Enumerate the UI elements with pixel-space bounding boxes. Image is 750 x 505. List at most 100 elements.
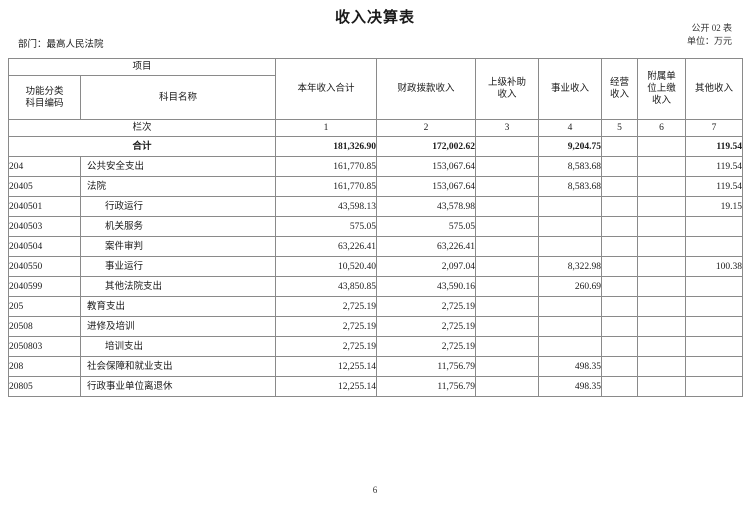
total-row-value-1: 181,326.90 — [275, 136, 378, 157]
row-subject-name: 机关服务 — [79, 216, 277, 237]
header-col-2: 财政拨款收入 — [376, 58, 477, 120]
row-value-5 — [601, 236, 639, 257]
row-value-7: 19.15 — [685, 196, 744, 217]
lanci-col-7: 7 — [685, 119, 744, 137]
lanci-col-4: 4 — [538, 119, 603, 137]
row-value-2: 2,725.19 — [376, 336, 477, 357]
row-value-6 — [637, 276, 687, 297]
total-row-value-2: 172,002.62 — [376, 136, 477, 157]
row-function-code: 2040501 — [8, 196, 81, 217]
header-row-lanci: 栏次 1 2 3 4 5 6 7 — [7, 119, 744, 137]
row-function-code: 20508 — [8, 316, 81, 337]
row-value-6 — [637, 156, 687, 177]
row-value-3 — [475, 236, 540, 257]
total-row-value-5 — [601, 136, 639, 157]
row-value-5 — [601, 316, 639, 337]
row-value-1: 43,850.85 — [275, 276, 378, 297]
table-row-total: 合计 181,326.90 172,002.62 9,204.75 119.54 — [7, 136, 744, 157]
table-row: 20405 法院 161,770.85 153,067.64 8,583.68 119.5… — [8, 176, 744, 197]
row-value-4 — [538, 296, 603, 317]
row-function-code: 208 — [8, 356, 81, 377]
row-value-2: 2,097.04 — [376, 256, 477, 277]
row-value-4: 260.69 — [538, 276, 603, 297]
row-value-3 — [475, 376, 540, 397]
total-row-value-3 — [475, 136, 540, 157]
row-value-2: 43,590.16 — [376, 276, 477, 297]
row-value-5 — [601, 336, 639, 357]
department-line: 部门：最高人民法院 — [18, 40, 104, 50]
row-subject-name: 其他法院支出 — [79, 276, 277, 297]
row-value-1: 161,770.85 — [275, 156, 378, 177]
row-value-3 — [475, 276, 540, 297]
total-row-value-4: 9,204.75 — [538, 136, 603, 157]
row-value-6 — [637, 176, 687, 197]
row-function-code: 2040599 — [8, 276, 81, 297]
header-subject-name: 科目名称 — [79, 75, 277, 120]
row-value-7 — [685, 296, 744, 317]
row-function-code: 204 — [8, 156, 81, 177]
row-value-6 — [637, 256, 687, 277]
header-project-group: 项目 — [7, 58, 277, 76]
row-subject-name: 案件审判 — [79, 236, 277, 257]
row-value-7 — [685, 376, 744, 397]
row-value-2: 11,756.79 — [376, 376, 477, 397]
row-value-5 — [601, 256, 639, 277]
page-title: 收入决算表 — [334, 10, 415, 26]
row-value-4 — [538, 196, 603, 217]
row-function-code: 2050803 — [8, 336, 81, 357]
table-row: 2040599 其他法院支出 43,850.85 43,590.16 260.69 — [8, 276, 744, 297]
row-subject-name: 社会保障和就业支出 — [79, 356, 277, 377]
row-value-6 — [637, 376, 687, 397]
row-value-3 — [475, 216, 540, 237]
header-col-3: 上级补助 收入 — [475, 58, 540, 120]
table-row: 208 社会保障和就业支出 12,255.14 11,756.79 498.35 — [8, 356, 744, 377]
row-value-4: 498.35 — [538, 356, 603, 377]
document-page: 收入决算表 公开 02 表 单位：万元 部门：最高人民法院 项目 本年收入合计 — [0, 8, 750, 505]
row-value-3 — [475, 196, 540, 217]
row-value-1: 2,725.19 — [275, 336, 378, 357]
row-value-1: 2,725.19 — [275, 296, 378, 317]
row-value-2: 63,226.41 — [376, 236, 477, 257]
header-col-4: 事业收入 — [538, 58, 603, 120]
row-value-7: 119.54 — [685, 176, 744, 197]
table-row: 20508 进修及培训 2,725.19 2,725.19 — [8, 316, 744, 337]
lanci-col-3: 3 — [475, 119, 540, 137]
table-row: 2040504 案件审判 63,226.41 63,226.41 — [8, 236, 744, 257]
table-header: 项目 本年收入合计 财政拨款收入 上级补助 收入 事业收入 经营 收入 — [7, 58, 744, 137]
row-value-2: 153,067.64 — [376, 176, 477, 197]
row-value-1: 12,255.14 — [275, 356, 378, 377]
row-value-3 — [475, 256, 540, 277]
unit-note: 单位：万元 — [686, 36, 732, 46]
total-row-value-7: 119.54 — [685, 136, 744, 157]
row-subject-name: 行政事业单位离退休 — [79, 376, 277, 397]
header-col-5: 经营 收入 — [601, 58, 639, 120]
header-col-6: 附属单 位上缴 收入 — [637, 58, 687, 120]
row-value-7 — [685, 216, 744, 237]
table-row: 2040550 事业运行 10,520.40 2,097.04 8,322.98 100.… — [8, 256, 744, 277]
row-value-5 — [601, 296, 639, 317]
table-row: 2040503 机关服务 575.05 575.05 — [8, 216, 744, 237]
row-value-5 — [601, 216, 639, 237]
row-subject-name: 培训支出 — [79, 336, 277, 357]
header-function-code: 功能分类 科目编码 — [8, 75, 81, 120]
row-function-code: 2040503 — [8, 216, 81, 237]
lanci-label: 栏次 — [7, 119, 277, 137]
row-value-4: 8,322.98 — [538, 256, 603, 277]
row-value-6 — [637, 296, 687, 317]
row-value-1: 43,598.13 — [275, 196, 378, 217]
row-subject-name: 事业运行 — [79, 256, 277, 277]
page-number: 6 — [372, 485, 378, 495]
row-value-2: 153,067.64 — [376, 156, 477, 177]
row-function-code: 205 — [8, 296, 81, 317]
row-value-7 — [685, 336, 744, 357]
row-subject-name: 行政运行 — [79, 196, 277, 217]
document-meta-right: 公开 02 表 单位：万元 — [687, 22, 732, 48]
row-value-6 — [637, 356, 687, 377]
table-row: 2040501 行政运行 43,598.13 43,578.98 19.15 — [8, 196, 744, 217]
total-row-label: 合计 — [7, 136, 277, 157]
row-value-2: 2,725.19 — [376, 316, 477, 337]
row-value-5 — [601, 376, 639, 397]
row-value-4: 8,583.68 — [538, 156, 603, 177]
table-row: 204 公共安全支出 161,770.85 153,067.64 8,583.68 119… — [8, 156, 744, 177]
row-value-4 — [538, 336, 603, 357]
